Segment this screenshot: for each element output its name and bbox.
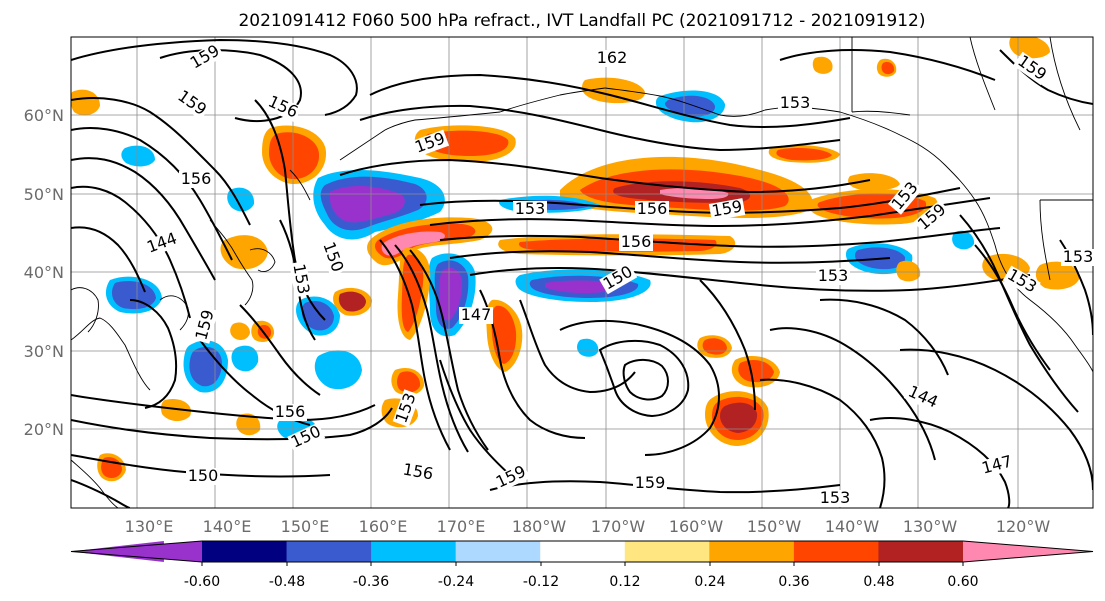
colorbar-swatch <box>540 541 626 562</box>
contour-label: 159 <box>635 473 666 492</box>
longitude-label: 130°E <box>125 517 174 536</box>
longitude-label: 160°E <box>359 517 408 536</box>
contour-label-bg <box>708 198 746 221</box>
contour-label-bg <box>289 260 312 298</box>
contour-label: 156 <box>181 169 212 188</box>
contour-label: 162 <box>597 48 628 67</box>
colorbar-swatch <box>709 541 795 562</box>
map-title: 2021091412 F060 500 hPa refract., IVT La… <box>238 11 925 31</box>
contour-label-bg <box>1002 265 1041 298</box>
contour-label-bg <box>143 229 182 258</box>
colorbar-swatch <box>793 541 879 562</box>
colorbar-extend-max <box>963 541 1093 562</box>
contour-label-bg <box>459 307 493 324</box>
longitude-label: 150°E <box>281 517 330 536</box>
colorbar-tick-label: 0.48 <box>863 574 894 590</box>
contour-label-bg <box>179 171 213 188</box>
contour-label-bg <box>186 41 225 74</box>
longitude-labels: 130°E 140°E 150°E 160°E 170°E 180°W 170°W 160°W… <box>125 517 1051 536</box>
contour-label-bg <box>513 201 547 218</box>
colorbar-tick-label: -0.48 <box>269 574 305 590</box>
map-frame <box>70 36 1094 509</box>
colorbar-swatch <box>455 541 541 562</box>
colorbar-tick-label: 0.36 <box>778 574 809 590</box>
contour-label-bg <box>595 50 629 67</box>
contour-label-bg <box>633 475 667 492</box>
colorbar: -0.60 -0.48 -0.36 -0.24 -0.12 0.12 0.24 0.36 0.4… <box>70 540 1094 590</box>
contour-label-bg <box>411 129 450 158</box>
latitude-label: 60°N <box>24 106 64 125</box>
longitude-label: 130°W <box>903 517 958 536</box>
contour-label: 147 <box>461 305 492 324</box>
contour-label-bg <box>599 262 638 295</box>
contour-label: 156 <box>621 232 652 251</box>
contours <box>71 38 1093 508</box>
contour-label-bg <box>492 462 531 493</box>
longitude-label: 170°W <box>591 517 646 536</box>
contour-label: 153 <box>515 199 546 218</box>
map-field <box>71 37 1093 508</box>
contour-label-bg <box>273 404 307 421</box>
contour-label-bg <box>318 238 347 277</box>
contour-label-bg <box>172 86 211 121</box>
contour-label-bg <box>1061 249 1095 266</box>
contour-label-bg <box>192 306 219 344</box>
contour-label: 153 <box>1063 247 1094 266</box>
contour-label-bg <box>778 95 812 112</box>
latitude-label: 50°N <box>24 185 64 204</box>
contour-label-bg <box>903 382 942 413</box>
contour-label-bg <box>913 199 951 235</box>
longitude-label: 170°E <box>437 517 486 536</box>
colorbar-swatch <box>71 541 202 562</box>
longitude-label: 140°E <box>203 517 252 536</box>
contour-label: 153 <box>780 93 811 112</box>
longitude-label: 150°W <box>747 517 802 536</box>
contour-label-bg <box>392 389 421 428</box>
colorbar-tick-label: -0.12 <box>523 574 559 590</box>
contour-label-bg <box>399 461 437 484</box>
colorbar-swatch <box>286 541 372 562</box>
colorbar-tick-label: 0.24 <box>694 574 725 590</box>
coastlines <box>71 37 1093 508</box>
latitude-label: 30°N <box>24 342 64 361</box>
colorbar-swatch <box>202 541 288 562</box>
contour-label-bg <box>186 468 220 485</box>
latitude-labels: 20°N 30°N 40°N 50°N 60°N <box>24 106 64 439</box>
colorbar-tick-label: 0.12 <box>609 574 640 590</box>
colorbar-tick-label: -0.60 <box>184 574 220 590</box>
contour-label-bg <box>619 234 653 251</box>
longitude-label: 180°W <box>512 517 567 536</box>
longitude-label: 140°W <box>825 517 880 536</box>
colorbar-tick-label: 0.60 <box>947 574 978 590</box>
contour-label-bg <box>1012 51 1051 86</box>
latitude-label: 40°N <box>24 263 64 282</box>
contour-label: 153 <box>818 266 849 285</box>
contour-label: 153 <box>820 488 851 507</box>
longitude-label: 120°W <box>996 517 1051 536</box>
contour-label-bg <box>263 92 302 123</box>
contour-label: 156 <box>275 402 306 421</box>
colorbar-tick-label: -0.36 <box>353 574 389 590</box>
longitude-label: 160°W <box>669 517 724 536</box>
latitude-label: 20°N <box>24 420 64 439</box>
contour-label-bg <box>887 177 923 215</box>
colorbar-tick-label: -0.24 <box>438 574 474 590</box>
contour-label-bg <box>635 201 669 218</box>
contour-label: 156 <box>637 199 668 218</box>
colorbar-swatch <box>371 541 457 562</box>
graticule <box>71 37 1093 508</box>
contour-label-bg <box>287 422 326 453</box>
colorbar-swatch <box>624 541 710 562</box>
contour-label-bg <box>978 452 1016 479</box>
contour-label-bg <box>816 268 850 285</box>
colorbar-swatch <box>878 541 964 562</box>
contour-label: 150 <box>188 466 219 485</box>
contour-label-bg <box>818 490 852 507</box>
